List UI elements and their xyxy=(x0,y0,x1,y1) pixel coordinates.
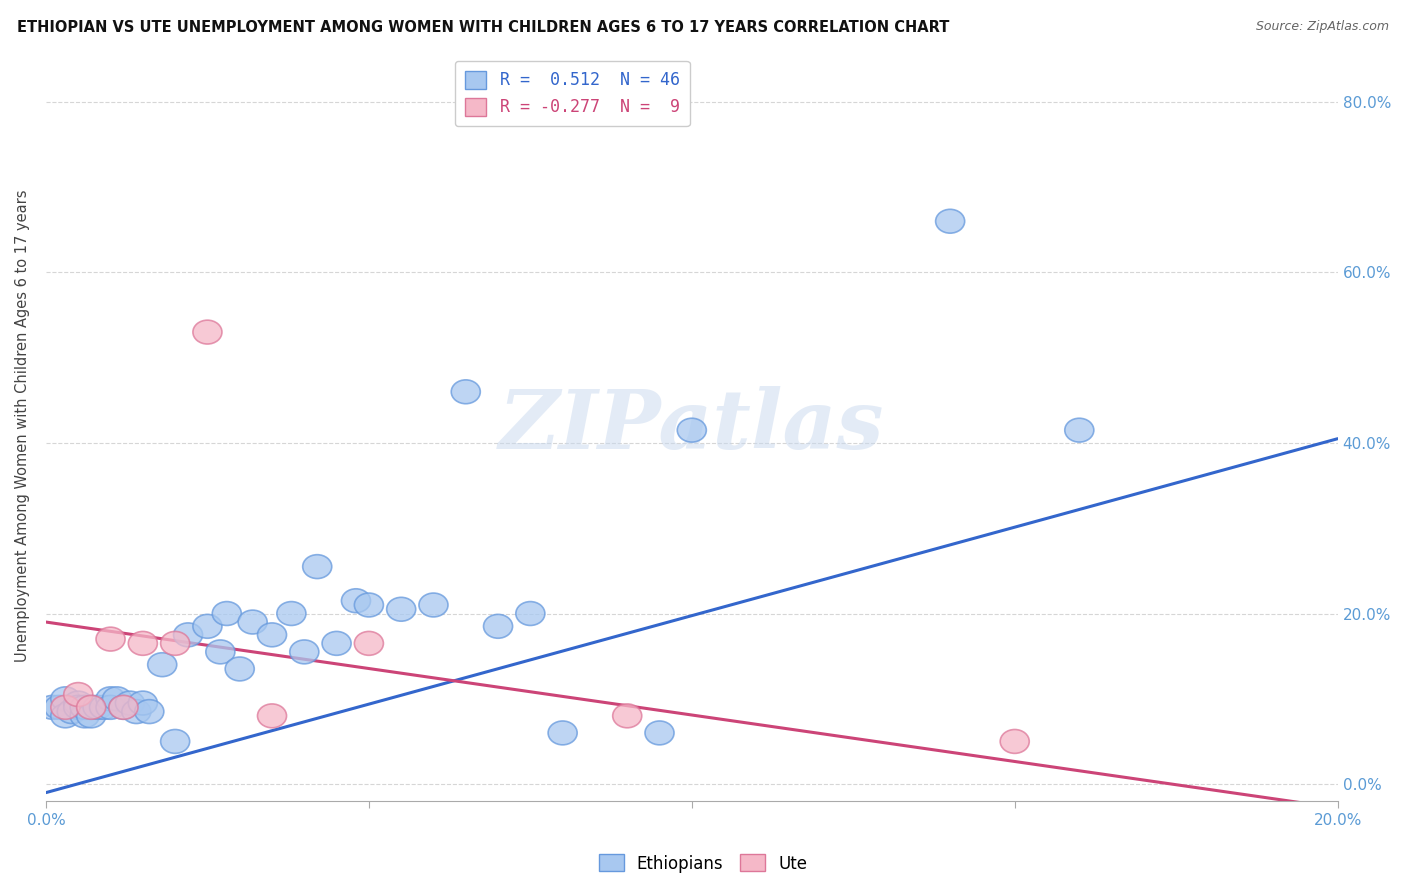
Ellipse shape xyxy=(63,696,93,719)
Ellipse shape xyxy=(342,589,371,613)
Ellipse shape xyxy=(354,632,384,656)
Text: ETHIOPIAN VS UTE UNEMPLOYMENT AMONG WOMEN WITH CHILDREN AGES 6 TO 17 YEARS CORRE: ETHIOPIAN VS UTE UNEMPLOYMENT AMONG WOME… xyxy=(17,20,949,35)
Ellipse shape xyxy=(51,687,80,711)
Ellipse shape xyxy=(96,687,125,711)
Ellipse shape xyxy=(115,691,145,715)
Ellipse shape xyxy=(548,721,578,745)
Ellipse shape xyxy=(257,704,287,728)
Ellipse shape xyxy=(160,632,190,656)
Ellipse shape xyxy=(108,696,138,719)
Text: Source: ZipAtlas.com: Source: ZipAtlas.com xyxy=(1256,20,1389,33)
Ellipse shape xyxy=(122,699,150,723)
Ellipse shape xyxy=(58,699,86,723)
Ellipse shape xyxy=(935,210,965,233)
Y-axis label: Unemployment Among Women with Children Ages 6 to 17 years: Unemployment Among Women with Children A… xyxy=(15,190,30,662)
Ellipse shape xyxy=(257,623,287,647)
Ellipse shape xyxy=(277,601,307,625)
Ellipse shape xyxy=(63,682,93,706)
Ellipse shape xyxy=(419,593,449,617)
Ellipse shape xyxy=(128,691,157,715)
Ellipse shape xyxy=(51,696,80,719)
Ellipse shape xyxy=(205,640,235,664)
Ellipse shape xyxy=(38,696,67,719)
Ellipse shape xyxy=(212,601,242,625)
Legend: R =  0.512  N = 46, R = -0.277  N =  9: R = 0.512 N = 46, R = -0.277 N = 9 xyxy=(454,61,690,126)
Ellipse shape xyxy=(70,704,100,728)
Ellipse shape xyxy=(96,696,125,719)
Ellipse shape xyxy=(90,696,118,719)
Ellipse shape xyxy=(135,699,165,723)
Ellipse shape xyxy=(96,627,125,651)
Ellipse shape xyxy=(387,598,416,621)
Ellipse shape xyxy=(70,696,100,719)
Ellipse shape xyxy=(302,555,332,579)
Ellipse shape xyxy=(290,640,319,664)
Ellipse shape xyxy=(354,593,384,617)
Ellipse shape xyxy=(193,320,222,344)
Ellipse shape xyxy=(63,691,93,715)
Ellipse shape xyxy=(77,704,105,728)
Ellipse shape xyxy=(516,601,546,625)
Ellipse shape xyxy=(173,623,202,647)
Ellipse shape xyxy=(484,615,513,639)
Ellipse shape xyxy=(148,653,177,677)
Ellipse shape xyxy=(45,696,73,719)
Ellipse shape xyxy=(613,704,641,728)
Ellipse shape xyxy=(678,418,706,442)
Ellipse shape xyxy=(77,696,105,719)
Ellipse shape xyxy=(645,721,673,745)
Ellipse shape xyxy=(160,730,190,754)
Ellipse shape xyxy=(1064,418,1094,442)
Ellipse shape xyxy=(238,610,267,634)
Text: ZIPatlas: ZIPatlas xyxy=(499,386,884,466)
Ellipse shape xyxy=(322,632,352,656)
Ellipse shape xyxy=(77,696,105,719)
Ellipse shape xyxy=(451,380,481,404)
Ellipse shape xyxy=(225,657,254,681)
Ellipse shape xyxy=(108,696,138,719)
Ellipse shape xyxy=(103,687,132,711)
Ellipse shape xyxy=(193,615,222,639)
Ellipse shape xyxy=(128,632,157,656)
Ellipse shape xyxy=(1000,730,1029,754)
Legend: Ethiopians, Ute: Ethiopians, Ute xyxy=(592,847,814,880)
Ellipse shape xyxy=(83,696,112,719)
Ellipse shape xyxy=(51,704,80,728)
